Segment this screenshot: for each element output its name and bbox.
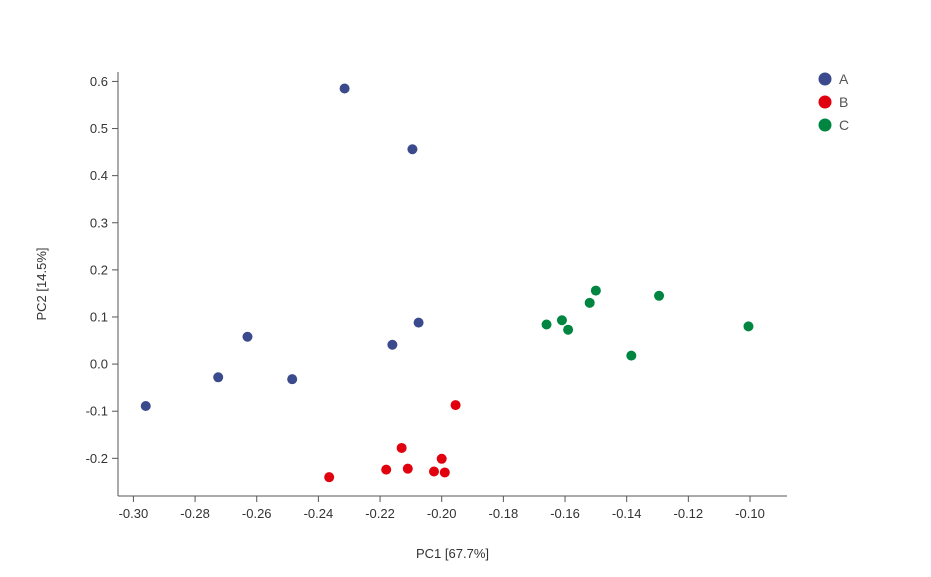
point-B[interactable]	[324, 472, 335, 483]
x-tick-label: -0.24	[304, 506, 334, 521]
y-tick-label: 0.2	[90, 262, 108, 277]
point-A[interactable]	[387, 339, 398, 350]
point-B[interactable]	[450, 400, 461, 411]
y-tick-label: 0.6	[90, 74, 108, 89]
point-A[interactable]	[339, 83, 350, 94]
point-A[interactable]	[213, 372, 224, 383]
point-B[interactable]	[381, 464, 392, 475]
point-C[interactable]	[654, 290, 665, 301]
legend-marker	[818, 72, 832, 86]
x-axis-title: PC1 [67.7%]	[416, 546, 489, 561]
legend-label: C	[839, 117, 849, 133]
x-tick-label: -0.26	[242, 506, 272, 521]
point-C[interactable]	[626, 350, 637, 361]
series-C	[541, 285, 754, 361]
point-B[interactable]	[436, 453, 447, 464]
point-A[interactable]	[413, 317, 424, 328]
x-tick-label: -0.22	[365, 506, 395, 521]
x-tick-label: -0.18	[489, 506, 519, 521]
data-points	[140, 83, 754, 483]
point-A[interactable]	[242, 331, 253, 342]
point-C[interactable]	[541, 319, 552, 330]
y-tick-label: 0.0	[90, 357, 108, 372]
point-A[interactable]	[287, 374, 298, 385]
point-A[interactable]	[407, 144, 418, 155]
legend-marker	[818, 118, 832, 132]
point-B[interactable]	[429, 466, 440, 477]
legend-label: A	[839, 71, 849, 87]
legend-marker	[818, 95, 832, 109]
y-tick-label: 0.5	[90, 121, 108, 136]
legend-item-A[interactable]: A	[818, 71, 850, 87]
legend: ABC	[818, 71, 850, 133]
x-tick-label: -0.10	[735, 506, 765, 521]
y-tick-label: 0.1	[90, 309, 108, 324]
point-B[interactable]	[396, 442, 407, 453]
legend-item-C[interactable]: C	[818, 117, 850, 133]
point-C[interactable]	[743, 321, 754, 332]
series-B	[324, 400, 461, 483]
y-axis-title: PC2 [14.5%]	[34, 248, 49, 321]
y-tick-label: 0.4	[90, 168, 108, 183]
legend-label: B	[839, 94, 848, 110]
x-tick-label: -0.14	[612, 506, 642, 521]
legend-item-B[interactable]: B	[818, 94, 849, 110]
x-tick-label: -0.16	[550, 506, 580, 521]
point-C[interactable]	[563, 324, 574, 335]
point-A[interactable]	[140, 401, 151, 412]
point-C[interactable]	[556, 315, 567, 326]
series-A	[140, 83, 424, 412]
point-B[interactable]	[439, 467, 450, 478]
x-tick-label: -0.12	[674, 506, 704, 521]
axes: -0.30 -0.28 -0.26 -0.24 -0.22 -0.20 -0.18 -0.16…	[86, 72, 787, 521]
y-tick-label: 0.3	[90, 215, 108, 230]
point-B[interactable]	[402, 463, 413, 474]
x-tick-label: -0.30	[119, 506, 149, 521]
y-tick-label: -0.1	[86, 404, 108, 419]
y-tick-label: -0.2	[86, 451, 108, 466]
point-C[interactable]	[584, 297, 595, 308]
point-C[interactable]	[590, 285, 601, 296]
x-tick-label: -0.20	[427, 506, 457, 521]
x-tick-label: -0.28	[180, 506, 210, 521]
